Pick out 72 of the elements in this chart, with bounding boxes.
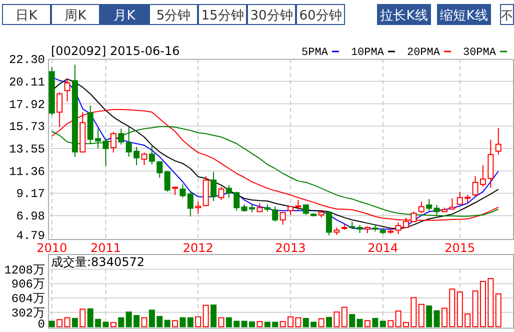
y-tick-label: 302万: [11, 306, 45, 320]
legend-label: 5PMA: [302, 47, 328, 59]
bar: [388, 320, 394, 328]
bar: [195, 316, 202, 328]
candlestick: [148, 144, 155, 165]
bar: [372, 318, 378, 328]
y-tick-label: 22.30: [8, 53, 45, 67]
bar: [210, 304, 217, 328]
candlestick: [218, 186, 224, 200]
candlestick: [187, 190, 194, 218]
y-tick-label: 17.92: [8, 98, 45, 112]
legend-label: 20PMA: [406, 47, 440, 59]
y-tick-label: 1208万: [4, 263, 45, 278]
chart-title: 成交量:8340572: [51, 255, 144, 269]
x-tick-label: 2012: [182, 241, 214, 255]
y-tick-label: 906万: [11, 278, 45, 292]
y-tick-label: 6.98: [16, 210, 45, 224]
candlestick: [495, 128, 502, 156]
bar: [172, 320, 178, 328]
bar: [110, 322, 116, 328]
y-tick-label: 604万: [11, 292, 45, 306]
bar: [380, 320, 386, 328]
bar: [164, 320, 170, 328]
bar: [318, 318, 324, 328]
bar: [72, 318, 78, 328]
bar: [187, 317, 194, 328]
candlestick: [110, 131, 116, 154]
y-tick-label: 0: [38, 318, 45, 332]
bar: [434, 310, 440, 328]
bar: [349, 314, 356, 328]
x-tick-label: 2011: [90, 241, 122, 255]
bar: [202, 304, 209, 328]
candlestick: [326, 211, 332, 236]
bar: [256, 321, 263, 328]
bar: [326, 316, 332, 328]
y-tick-label: 20.11: [8, 75, 45, 90]
bar: [141, 317, 148, 328]
y-tick-label: 15.73: [8, 120, 45, 134]
bar: [356, 318, 363, 328]
bar: [48, 320, 55, 328]
candlestick: [164, 170, 170, 192]
candlestick: [280, 212, 286, 226]
y-tick-label: 4.79: [16, 229, 45, 243]
x-tick-label: 2013: [275, 241, 306, 255]
y-tick-label: 9.17: [16, 187, 45, 202]
bar: [80, 308, 86, 328]
bar: [418, 304, 424, 328]
candlestick: [426, 198, 432, 212]
bar: [334, 312, 340, 328]
bar: [364, 320, 370, 328]
chart-title: [002092] 2015-06-16: [51, 44, 180, 58]
x-tick-label: 2014: [368, 241, 398, 255]
candlestick: [210, 171, 217, 202]
candlestick: [156, 160, 163, 178]
candlestick: [56, 92, 63, 128]
bar: [426, 305, 432, 328]
y-tick-label: 13.55: [8, 142, 45, 156]
candlestick: [195, 201, 202, 214]
candlestick: [64, 78, 70, 102]
candlestick: [141, 152, 148, 166]
bar: [341, 306, 348, 328]
bar: [118, 317, 124, 328]
candlestick: [180, 184, 186, 198]
bar: [180, 317, 186, 328]
legend-label: 30PMA: [462, 47, 496, 59]
x-tick-label: 2010: [36, 241, 68, 255]
legend-label: 10PMA: [350, 47, 384, 59]
y-tick-label: 11.36: [8, 164, 45, 179]
bar: [218, 317, 224, 328]
candlestick: [418, 201, 424, 214]
bar: [495, 293, 502, 328]
x-tick-label: 2015: [444, 241, 476, 255]
